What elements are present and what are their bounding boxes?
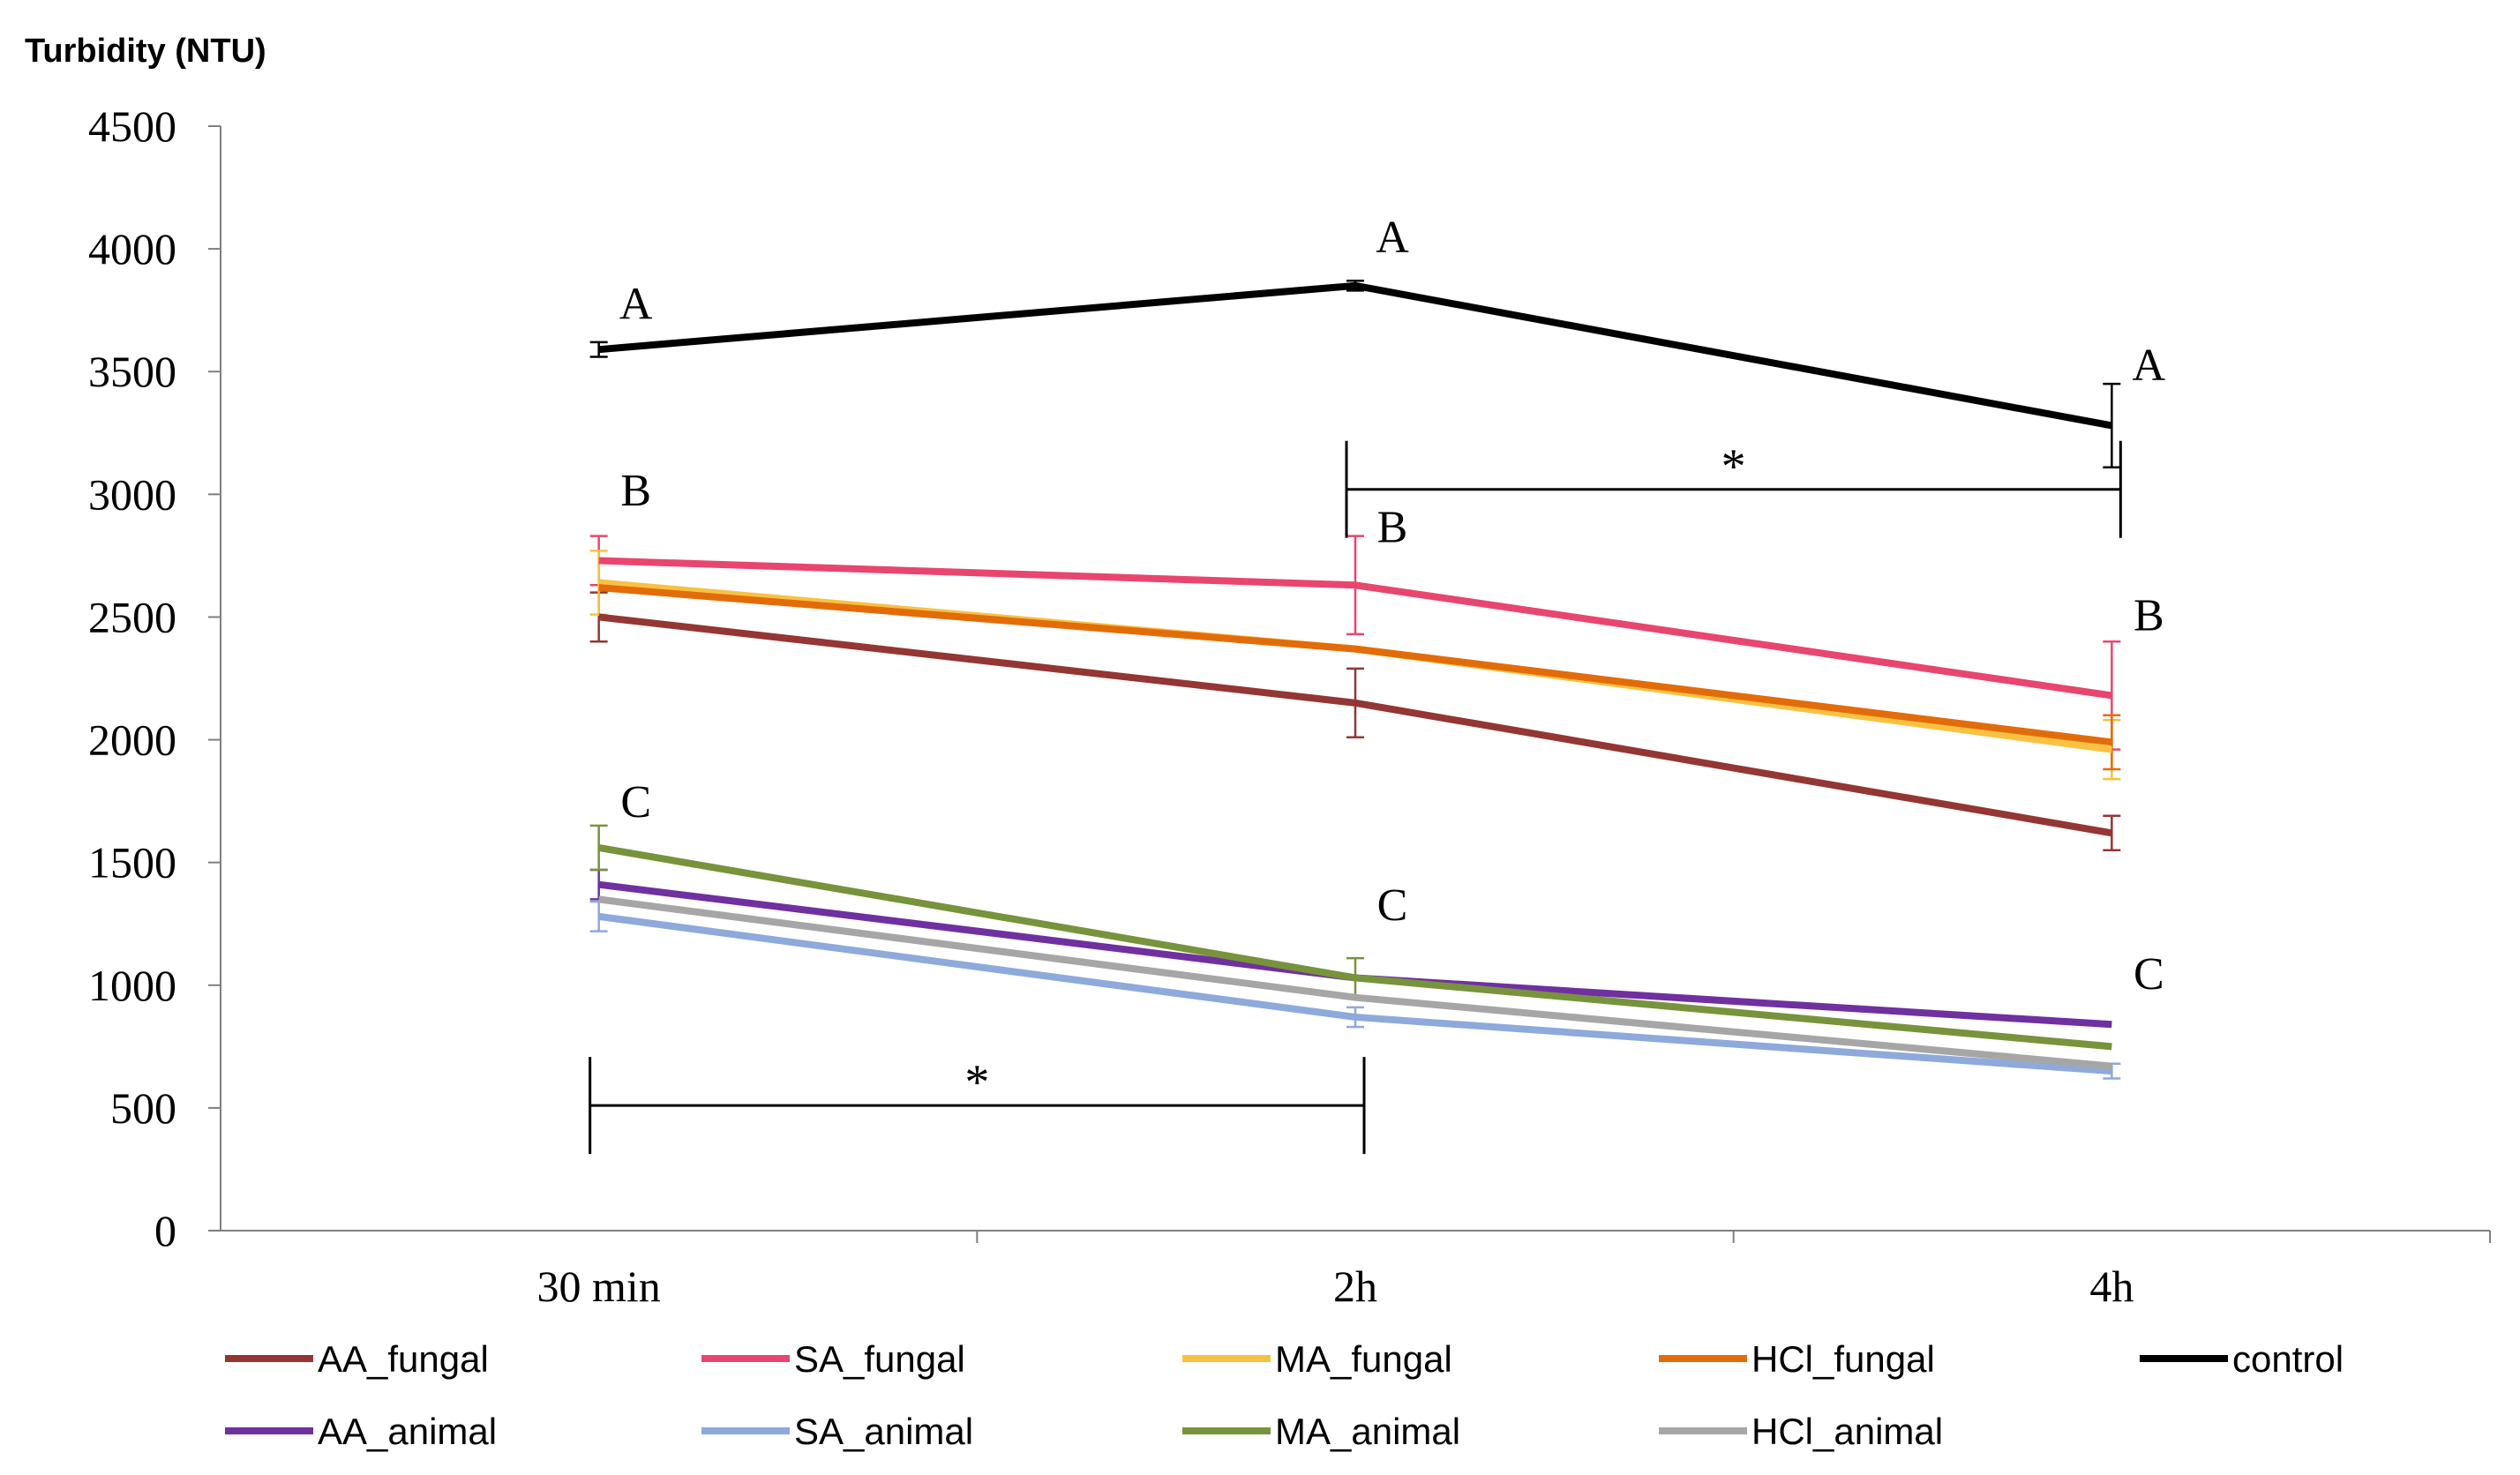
significance-star: * <box>964 1055 989 1110</box>
group-letter: B <box>620 466 651 516</box>
legend-label: AA_animal <box>318 1411 497 1452</box>
group-letter: A <box>619 279 653 329</box>
legend-label: SA_animal <box>794 1411 973 1452</box>
y-tick-label: 1500 <box>88 838 176 887</box>
x-tick-label: 2h <box>1333 1262 1377 1311</box>
series <box>589 280 2121 1080</box>
y-ticks: 0 500 1000 1500 2000 2500 3000 3500 4000 4500 <box>88 101 221 1255</box>
y-tick-label: 0 <box>154 1206 176 1255</box>
series-line-HCl_animal <box>598 895 2112 1070</box>
x-tick-label: 30 min <box>537 1262 661 1311</box>
y-tick-label: 500 <box>110 1083 176 1133</box>
y-tick-label: 2000 <box>88 715 176 765</box>
series-line-MA_animal <box>597 844 2112 1051</box>
legend-label: AA_fungal <box>318 1338 489 1380</box>
series-line-SA_fungal <box>598 557 2112 700</box>
legend-label: MA_animal <box>1275 1411 1460 1452</box>
group-letter: C <box>620 777 651 827</box>
legend-label: SA_fungal <box>794 1338 965 1380</box>
group-letter: C <box>1377 880 1408 931</box>
significance-star: * <box>1721 439 1746 494</box>
y-tick-label: 3000 <box>88 469 176 519</box>
group-letter: A <box>1376 213 1409 263</box>
legend-label: HCl_animal <box>1751 1411 1943 1452</box>
series-line-control <box>598 281 2113 430</box>
group-letter: C <box>2134 949 2164 1000</box>
group-letter: A <box>2133 341 2166 391</box>
legend: AA_fungal SA_fungal MA_fungal HCl_fungal con… <box>225 1338 2344 1452</box>
y-tick-label: 2500 <box>88 592 176 641</box>
series-line-SA_animal <box>598 912 2112 1075</box>
legend-label: MA_fungal <box>1275 1338 1452 1380</box>
series-line-HCl_fungal <box>598 584 2112 746</box>
significance-brackets: ** <box>589 439 2122 1155</box>
group-letter: B <box>2134 591 2164 641</box>
axes <box>220 126 2490 1232</box>
y-tick-label: 3500 <box>88 347 176 396</box>
y-axis-title: Turbidity (NTU) <box>25 33 266 70</box>
annotations: A A A B B B C C C <box>619 213 2166 1000</box>
x-ticks: 30 min 2h 4h <box>537 1231 2491 1311</box>
y-tick-label: 4000 <box>88 224 176 273</box>
series-line-AA_animal <box>598 880 2112 1029</box>
group-letter: B <box>1377 503 1408 553</box>
legend-label: HCl_fungal <box>1751 1338 1935 1380</box>
y-tick-label: 1000 <box>88 961 176 1010</box>
x-tick-label: 4h <box>2089 1262 2134 1311</box>
legend-label: control <box>2232 1338 2344 1380</box>
y-tick-label: 4500 <box>88 101 176 151</box>
series-line-AA_fungal <box>598 613 2113 837</box>
